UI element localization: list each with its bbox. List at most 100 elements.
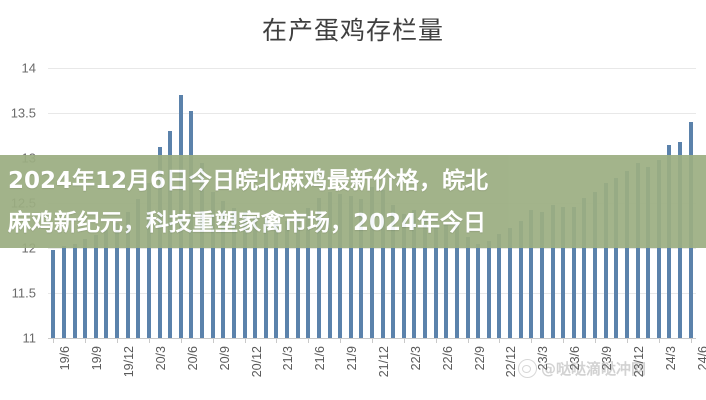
x-axis-tick-label: 21/9 <box>345 346 360 371</box>
x-axis-tick-label: 24/6 <box>695 346 706 371</box>
x-axis-tick-label: 21/6 <box>313 346 328 371</box>
bar <box>83 239 88 338</box>
x-axis-labels: 19/6 19/9 19/12 20/3 20/6 20/9 20/12 21/3 21/6 21… <box>48 346 706 400</box>
x-axis-tick-label: 23/3 <box>536 346 551 371</box>
x-axis-tick-label: 19/6 <box>58 346 73 371</box>
bar <box>433 228 438 338</box>
bar <box>465 237 470 338</box>
bar <box>221 201 226 338</box>
y-axis-tick-label: 11 <box>22 330 37 346</box>
bar <box>231 208 236 338</box>
x-axis-tick <box>435 338 437 343</box>
x-axis-tick-label: 19/9 <box>90 346 105 371</box>
bar <box>571 206 576 338</box>
x-axis-tick <box>626 338 628 343</box>
bar <box>51 249 56 338</box>
overlay-text-line-1: 2024年12月6日今日皖北麻鸡最新价格，皖北 <box>8 167 489 194</box>
bar <box>242 212 247 338</box>
x-axis-tick-label: 23/9 <box>600 346 615 371</box>
x-axis-tick-label: 24/3 <box>663 346 678 371</box>
x-axis-tick <box>180 338 182 343</box>
bar <box>454 224 459 338</box>
bar <box>370 186 374 338</box>
bar <box>614 177 619 338</box>
x-axis-tick <box>403 338 405 343</box>
bar <box>146 183 151 338</box>
x-axis-tick-label: 22/6 <box>440 346 455 371</box>
x-axis-tick <box>595 338 597 343</box>
x-axis-tick <box>690 338 692 343</box>
x-axis-tick-label: 21/3 <box>281 346 296 371</box>
bar <box>253 217 258 338</box>
bar <box>444 224 449 338</box>
bar <box>635 163 640 338</box>
x-axis-tick-label: 22/3 <box>408 346 423 371</box>
bar <box>306 208 311 338</box>
x-axis-tick-label: 22/9 <box>472 346 487 371</box>
x-axis-tick <box>53 338 55 343</box>
x-axis-tick-label: 20/9 <box>217 346 232 371</box>
bar <box>550 204 555 338</box>
overlay-banner: 2024年12月6日今日皖北麻鸡最新价格，皖北 麻鸡新纪元，科技重塑家禽市场，2… <box>0 155 706 248</box>
bar <box>285 221 290 338</box>
bar <box>476 244 481 338</box>
x-axis-tick <box>85 338 87 343</box>
x-axis-tick <box>244 338 246 343</box>
x-axis-tick <box>340 338 342 343</box>
x-axis-tick-label: 23/6 <box>568 346 583 371</box>
x-axis-tick <box>212 338 214 343</box>
x-axis-tick <box>372 338 373 343</box>
bar <box>359 199 364 338</box>
bar <box>61 246 66 338</box>
x-axis-tick <box>658 338 660 343</box>
bar <box>539 212 544 338</box>
x-axis-ticks <box>48 338 696 344</box>
bar <box>603 183 608 338</box>
x-axis-tick <box>276 338 278 343</box>
x-axis-tick-label: 22/12 <box>504 346 519 378</box>
y-axis-tick-label: 11.5 <box>11 285 36 301</box>
x-axis-tick <box>148 338 150 343</box>
bar <box>391 204 396 338</box>
bar <box>104 230 109 338</box>
bar <box>316 197 321 338</box>
bar <box>646 167 651 338</box>
bar <box>327 192 332 338</box>
bar <box>593 192 598 338</box>
y-axis-tick-label: 13.5 <box>10 105 36 121</box>
x-axis-tick <box>563 338 565 343</box>
x-axis-tick <box>467 338 469 343</box>
bar <box>200 162 205 338</box>
x-axis-tick <box>117 338 119 343</box>
x-axis-tick <box>531 338 533 343</box>
bar <box>338 194 343 338</box>
gridline <box>48 68 696 69</box>
bar <box>529 210 534 338</box>
bar <box>125 212 130 338</box>
bar <box>486 240 491 338</box>
bar <box>93 235 98 338</box>
x-axis-tick <box>499 338 501 343</box>
x-axis-tick <box>308 338 310 343</box>
x-axis-tick-label: 19/12 <box>122 346 137 378</box>
bar <box>274 222 279 338</box>
bar <box>210 192 215 338</box>
bar <box>518 221 523 338</box>
overlay-text-line-2: 麻鸡新纪元，科技重塑家禽市场，2024年今日 <box>8 209 487 236</box>
bar <box>561 206 566 338</box>
page-title: 在产蛋鸡存栏量 <box>261 18 444 45</box>
bar <box>263 219 268 338</box>
gridline <box>48 113 696 114</box>
bar <box>136 198 141 338</box>
x-axis-tick-label: 20/12 <box>249 346 264 378</box>
bar <box>295 215 300 338</box>
bar <box>72 243 77 338</box>
y-axis-tick-label: 14 <box>21 60 36 76</box>
bar <box>348 195 353 338</box>
bar <box>582 197 587 338</box>
x-axis-tick-label: 20/6 <box>185 346 200 371</box>
bar <box>412 210 417 338</box>
bar <box>508 228 513 338</box>
bar <box>423 217 428 338</box>
